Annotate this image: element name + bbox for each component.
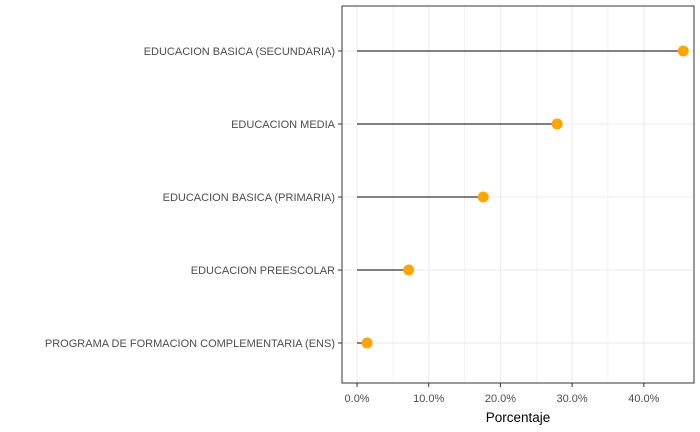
x-tick-label: 20.0% <box>485 393 516 405</box>
grid-lines <box>342 6 694 383</box>
data-point <box>403 264 415 276</box>
x-axis-ticks <box>356 383 645 387</box>
y-axis-ticks <box>338 50 342 344</box>
category-labels: EDUCACION BASICA (SECUNDARIA) EDUCACION M… <box>45 46 336 350</box>
category-label: PROGRAMA DE FORMACION COMPLEMENTARIA (EN… <box>45 338 335 350</box>
category-label: EDUCACION MEDIA <box>231 119 336 131</box>
x-axis-title: Porcentaje <box>486 410 551 425</box>
panel-border <box>341 5 695 384</box>
data-points <box>361 45 689 349</box>
x-tick-label: 10.0% <box>413 393 444 405</box>
x-tick-labels: 0.0% 10.0% 20.0% 30.0% 40.0% <box>345 393 660 405</box>
data-point <box>677 45 689 57</box>
x-tick-label: 0.0% <box>345 393 370 405</box>
x-tick-label: 40.0% <box>628 393 659 405</box>
category-label: EDUCACION BASICA (SECUNDARIA) <box>144 46 335 58</box>
x-tick-label: 30.0% <box>557 393 588 405</box>
data-point <box>551 118 563 130</box>
category-label: EDUCACION BASICA (PRIMARIA) <box>163 192 335 204</box>
stems <box>357 50 684 344</box>
category-label: EDUCACION PREESCOLAR <box>191 265 335 277</box>
data-point <box>477 191 489 203</box>
data-point <box>361 337 373 349</box>
